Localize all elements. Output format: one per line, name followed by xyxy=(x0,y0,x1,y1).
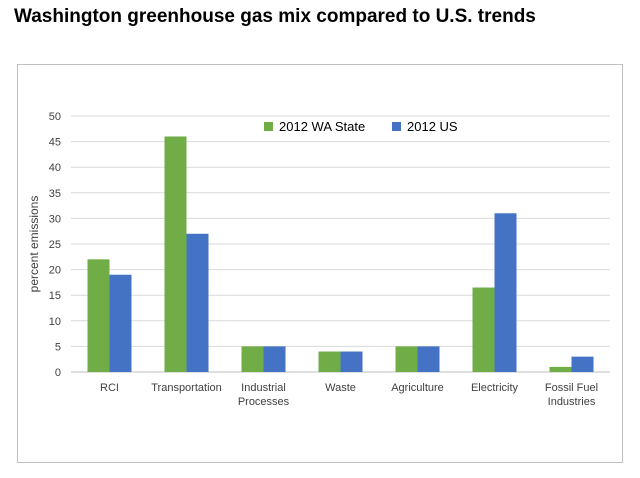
y-tick-label: 35 xyxy=(49,188,61,200)
bar xyxy=(164,136,187,372)
bar xyxy=(109,274,132,372)
y-tick-label: 5 xyxy=(55,341,61,353)
bar xyxy=(395,346,418,372)
x-tick-label: Fossil Fuel xyxy=(545,382,598,394)
legend-swatch xyxy=(264,122,273,131)
bar xyxy=(186,233,209,372)
x-tick-label: RCI xyxy=(100,382,119,394)
bar xyxy=(340,351,363,372)
x-tick-label: Agriculture xyxy=(391,382,444,394)
legend-label: 2012 US xyxy=(407,119,458,134)
bar xyxy=(241,346,264,372)
bar xyxy=(318,351,341,372)
x-tick-label: Transportation xyxy=(151,382,222,394)
y-axis-title: percent emissions xyxy=(27,196,41,293)
x-tick-label: Processes xyxy=(238,396,290,408)
bar xyxy=(549,366,572,372)
bar xyxy=(494,213,517,372)
page-title: Washington greenhouse gas mix compared t… xyxy=(14,6,536,27)
bar xyxy=(571,356,594,372)
legend-swatch xyxy=(392,122,401,131)
legend-label: 2012 WA State xyxy=(279,119,365,134)
x-tick-label: Industrial xyxy=(241,382,286,394)
bar xyxy=(263,346,286,372)
y-tick-label: 0 xyxy=(55,367,61,379)
bar xyxy=(87,259,110,372)
y-tick-label: 40 xyxy=(49,162,61,174)
y-tick-label: 20 xyxy=(49,265,61,277)
x-tick-label: Electricity xyxy=(471,382,519,394)
y-tick-label: 30 xyxy=(49,213,61,225)
bar xyxy=(472,287,495,372)
y-tick-label: 10 xyxy=(49,316,61,328)
x-tick-label: Industries xyxy=(548,396,596,408)
y-tick-label: 25 xyxy=(49,239,61,251)
chart-frame xyxy=(17,64,623,463)
bar xyxy=(417,346,440,372)
y-tick-label: 45 xyxy=(49,137,61,149)
x-tick-label: Waste xyxy=(325,382,356,394)
y-tick-label: 15 xyxy=(49,290,61,302)
y-tick-label: 50 xyxy=(49,111,61,123)
